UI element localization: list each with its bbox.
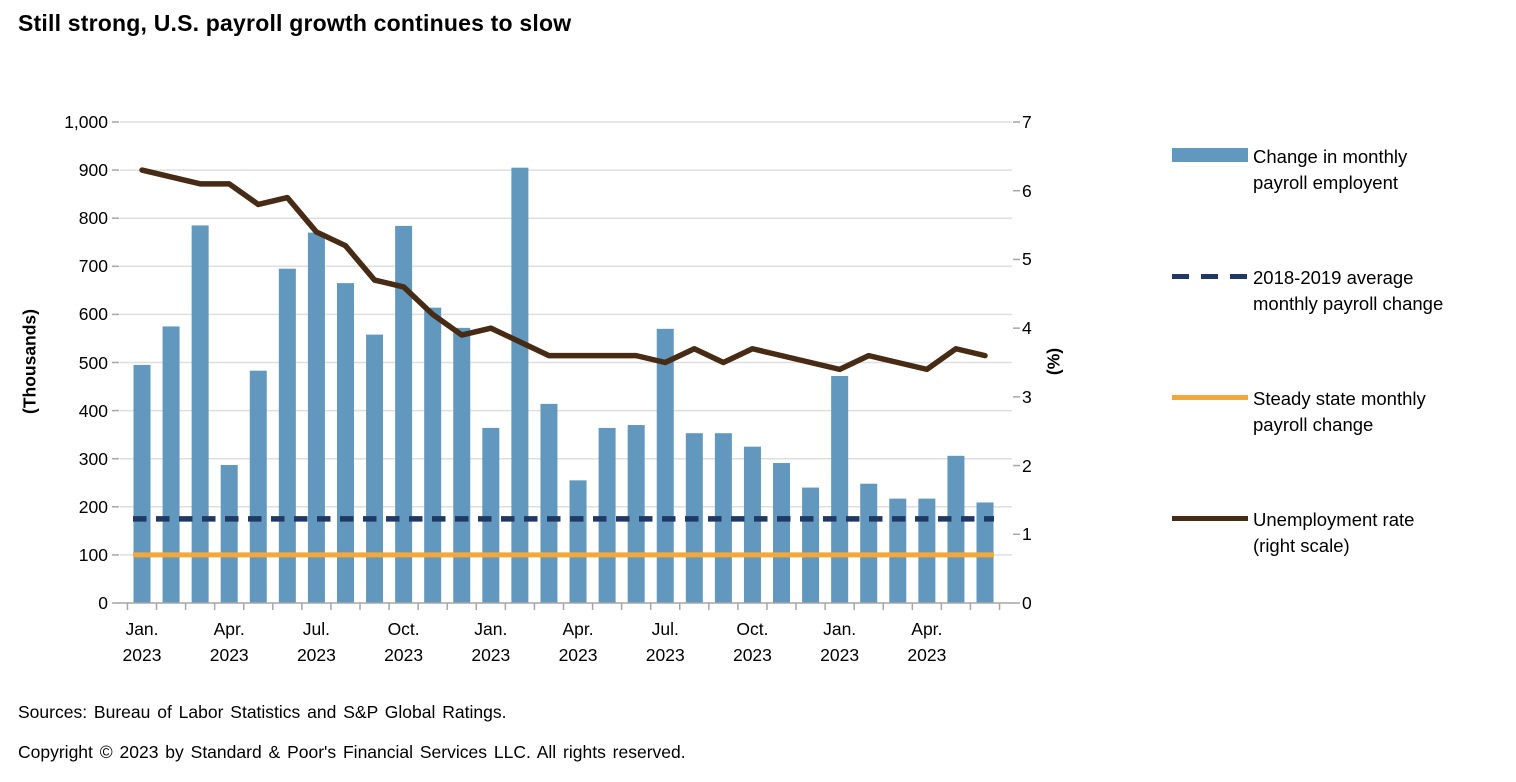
x-tick-year: 2023 <box>732 645 772 665</box>
payroll-bar <box>860 483 878 603</box>
payroll-bar <box>743 446 761 603</box>
payroll-bar <box>889 498 907 603</box>
left-axis-title: (Thousands) <box>19 309 40 414</box>
chart-title: Still strong, U.S. payroll growth contin… <box>18 10 572 36</box>
x-tick-month: Apr. <box>911 619 943 639</box>
x-tick-month: Apr. <box>562 619 594 639</box>
left-axis-tick-label: 500 <box>78 352 108 373</box>
x-tick-month: Oct. <box>387 619 420 639</box>
x-tick-year: 2023 <box>471 645 511 665</box>
right-axis-tick-label: 2 <box>1022 455 1032 476</box>
right-axis-tick-label: 4 <box>1022 318 1032 339</box>
payroll-bar <box>162 326 180 603</box>
payroll-bar <box>249 370 267 603</box>
x-tick-month: Jan. <box>474 619 508 639</box>
x-tick-month: Jul. <box>651 619 679 639</box>
payroll-bar <box>453 327 471 603</box>
x-tick-month: Apr. <box>213 619 245 639</box>
left-axis-tick-label: 900 <box>78 160 108 181</box>
payroll-bar <box>714 433 732 603</box>
payroll-bar <box>656 328 674 603</box>
payroll-bar <box>191 225 209 604</box>
x-tick-month: Jul. <box>302 619 331 639</box>
left-axis-tick-label: 200 <box>78 496 108 517</box>
payroll-bar <box>918 498 936 603</box>
unemployment-line <box>139 167 988 373</box>
x-tick-year: 2023 <box>645 645 685 665</box>
x-tick-month: Oct. <box>736 619 769 639</box>
payroll-bar <box>802 487 820 603</box>
x-axis-tick-label: Jul. 2023 <box>274 616 358 668</box>
legend-label: Change in monthly payroll employent <box>1253 146 1408 193</box>
brown-line-swatch-icon <box>1172 516 1248 521</box>
sources-text: Sources: Bureau of Labor Statistics and … <box>18 702 507 722</box>
left-axis-tick-label: 600 <box>78 304 108 325</box>
payroll-bar <box>773 463 791 603</box>
x-tick-month: Jan. <box>823 619 857 639</box>
x-axis-tick-label: Apr. 2023 <box>536 616 620 668</box>
left-axis-tick-label: 700 <box>78 256 108 277</box>
payroll-bar <box>831 375 849 603</box>
payroll-bar <box>627 425 645 603</box>
x-axis-tick-label: Jan. 2023 <box>449 616 533 668</box>
x-axis-tick-label: Jul. 2023 <box>623 616 707 668</box>
right-axis-tick-label: 1 <box>1022 524 1032 545</box>
x-tick-month: Jan. <box>125 619 159 639</box>
left-axis-tick-label: 300 <box>78 448 108 469</box>
left-axis-tick-label: 1,000 <box>64 112 108 132</box>
legend-label: Steady state monthly payroll change <box>1253 388 1426 435</box>
left-axis-tick-label: 400 <box>78 400 108 421</box>
payroll-bar <box>482 427 500 603</box>
payroll-bar <box>424 307 442 603</box>
payroll-bar <box>947 455 965 603</box>
x-tick-year: 2023 <box>384 645 424 665</box>
payroll-bar <box>569 480 587 603</box>
payroll-bar <box>133 364 151 603</box>
payroll-bar <box>307 232 325 603</box>
copyright-text: Copyright © 2023 by Standard & Poor's Fi… <box>18 742 686 762</box>
payroll-bar <box>511 167 529 603</box>
x-axis-tick-label: Oct. 2023 <box>362 616 446 668</box>
legend-label: 2018-2019 average monthly payroll change <box>1253 267 1444 314</box>
payroll-bar <box>336 283 354 603</box>
payroll-bar <box>395 225 413 603</box>
x-tick-year: 2023 <box>907 645 947 665</box>
right-axis-tick-label: 0 <box>1022 593 1032 613</box>
right-axis-tick-label: 7 <box>1022 112 1032 132</box>
payroll-bar <box>366 334 384 603</box>
x-tick-year: 2023 <box>209 645 249 665</box>
orange-line-swatch-icon <box>1172 395 1248 400</box>
x-tick-year: 2023 <box>296 645 336 665</box>
payroll-bar <box>540 403 558 603</box>
x-axis-tick-label: Jan. 2023 <box>798 616 882 668</box>
payroll-bar <box>598 427 616 603</box>
x-tick-year: 2023 <box>820 645 860 665</box>
left-axis-tick-label: 800 <box>78 208 108 229</box>
payroll-bar <box>220 464 238 603</box>
x-axis-tick-label: Jan. 2023 <box>100 616 184 668</box>
x-axis-tick-label: Oct. 2023 <box>710 616 794 668</box>
x-tick-year: 2023 <box>122 645 162 665</box>
right-axis-tick-label: 5 <box>1022 249 1032 270</box>
right-axis-tick-label: 3 <box>1022 386 1032 407</box>
x-axis-tick-label: Apr. 2023 <box>885 616 969 668</box>
x-axis-tick-label: Apr. 2023 <box>187 616 271 668</box>
left-axis-tick-label: 0 <box>98 593 108 613</box>
right-axis-title: (%) <box>1043 347 1064 376</box>
legend-label: Unemployment rate (right scale) <box>1253 509 1415 556</box>
x-tick-year: 2023 <box>558 645 598 665</box>
dashed-line-swatch-icon <box>1172 274 1248 279</box>
right-axis-tick-label: 6 <box>1022 180 1032 201</box>
bar-swatch-icon <box>1172 148 1248 162</box>
left-axis-tick-label: 100 <box>78 544 108 565</box>
